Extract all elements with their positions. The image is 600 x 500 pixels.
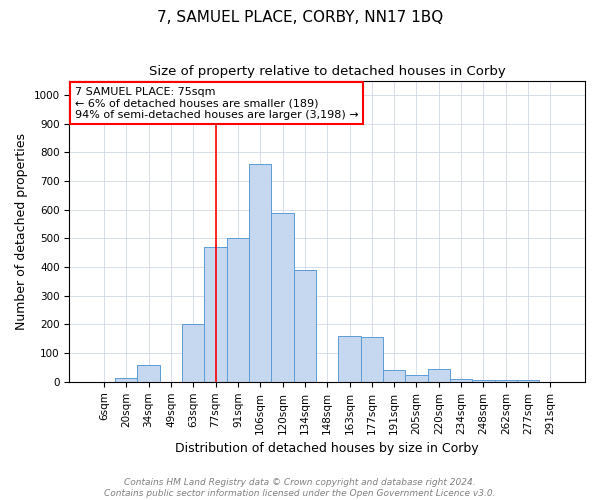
Text: Contains HM Land Registry data © Crown copyright and database right 2024.
Contai: Contains HM Land Registry data © Crown c… <box>104 478 496 498</box>
Bar <box>338 336 361 382</box>
Bar <box>383 370 406 382</box>
Bar <box>115 378 137 382</box>
Bar <box>517 380 539 382</box>
Text: 7 SAMUEL PLACE: 75sqm
← 6% of detached houses are smaller (189)
94% of semi-deta: 7 SAMUEL PLACE: 75sqm ← 6% of detached h… <box>74 86 358 120</box>
Bar <box>137 364 160 382</box>
Bar <box>227 238 249 382</box>
Bar <box>472 380 494 382</box>
Bar <box>450 379 472 382</box>
Bar <box>494 380 517 382</box>
X-axis label: Distribution of detached houses by size in Corby: Distribution of detached houses by size … <box>175 442 479 455</box>
Bar <box>294 270 316 382</box>
Y-axis label: Number of detached properties: Number of detached properties <box>15 132 28 330</box>
Bar <box>271 212 294 382</box>
Bar <box>361 338 383 382</box>
Bar <box>428 369 450 382</box>
Bar <box>406 374 428 382</box>
Bar <box>249 164 271 382</box>
Bar <box>205 247 227 382</box>
Bar <box>182 324 205 382</box>
Title: Size of property relative to detached houses in Corby: Size of property relative to detached ho… <box>149 65 506 78</box>
Text: 7, SAMUEL PLACE, CORBY, NN17 1BQ: 7, SAMUEL PLACE, CORBY, NN17 1BQ <box>157 10 443 25</box>
